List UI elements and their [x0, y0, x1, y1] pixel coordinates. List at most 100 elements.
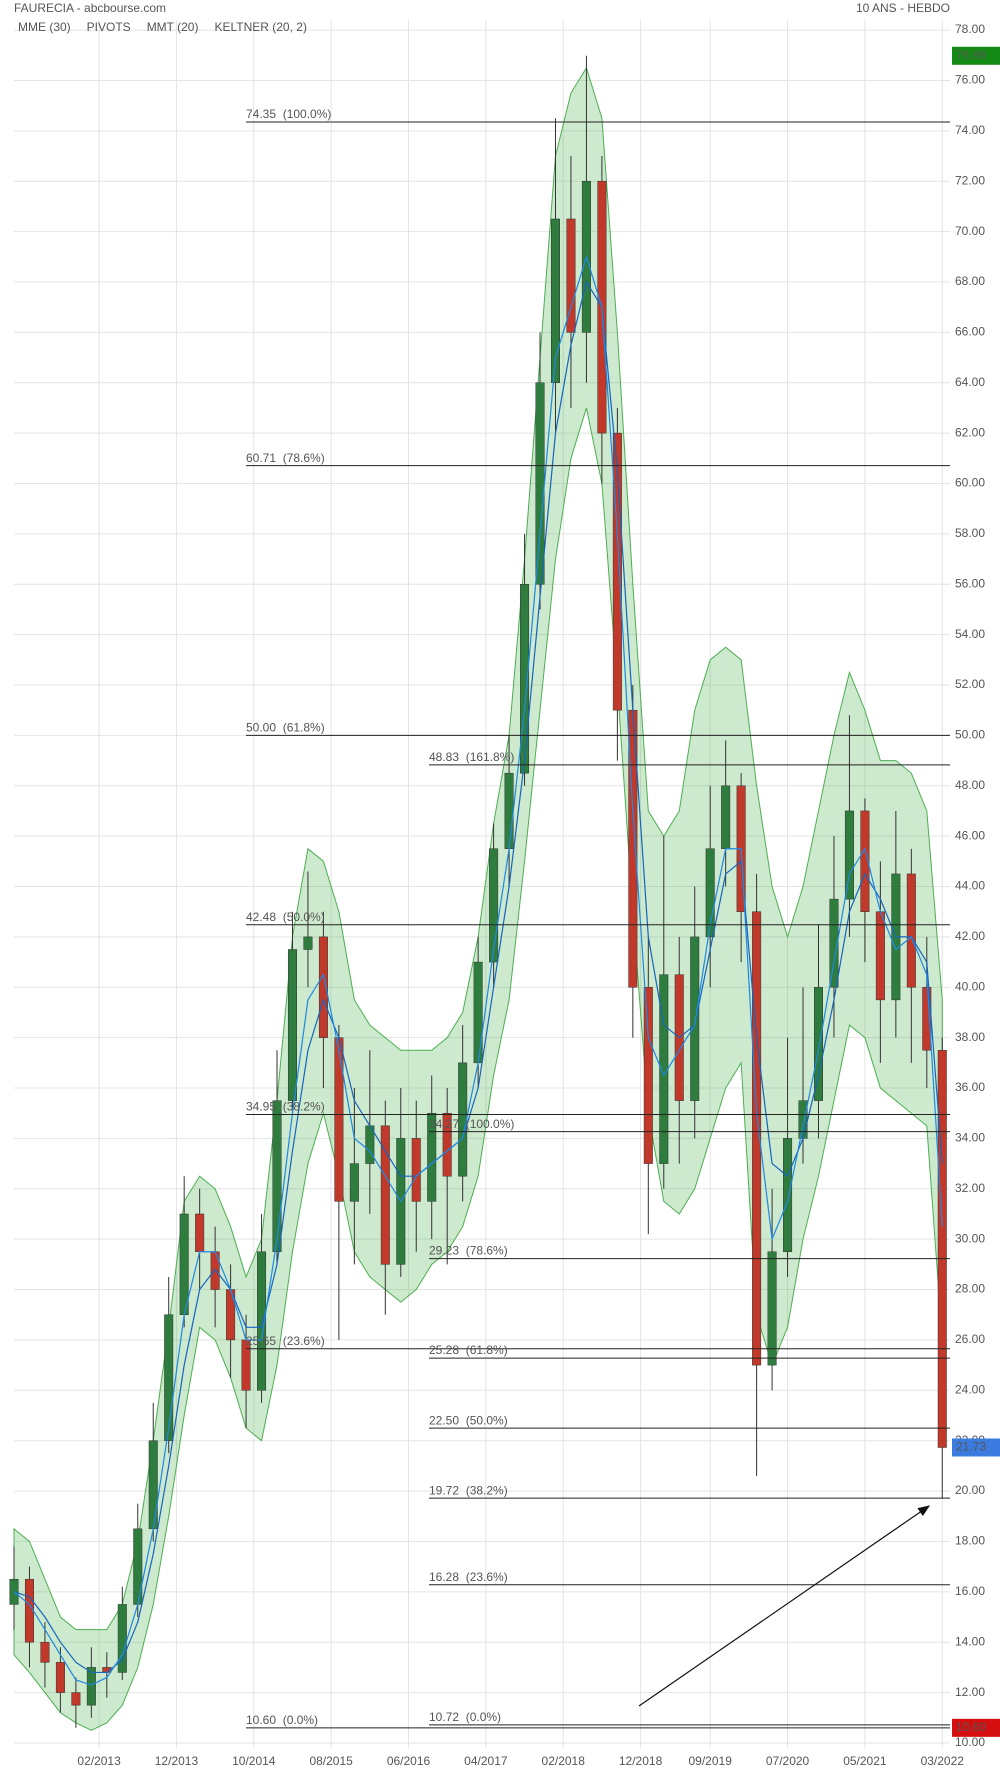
y-tick-label: 40.00 — [955, 979, 985, 993]
arrow-annotation — [638, 1505, 930, 1707]
candle-body — [783, 1138, 793, 1253]
fibonacci-label: 10.72 (0.0%) — [429, 1710, 501, 1724]
legend-entry: KELTNER (20, 2) — [214, 20, 306, 34]
x-tick-label: 02/2013 — [77, 1754, 121, 1768]
price-badge — [952, 1718, 1000, 1737]
y-tick-label: 30.00 — [955, 1231, 985, 1245]
y-tick-label: 28.00 — [955, 1282, 985, 1296]
candle-body — [721, 785, 731, 849]
y-tick-label: 68.00 — [955, 274, 985, 288]
chart-title: FAURECIA - abcbourse.com — [14, 1, 166, 15]
y-tick-label: 72.00 — [955, 173, 985, 187]
y-tick-label: 36.00 — [955, 1080, 985, 1094]
y-tick-label: 52.00 — [955, 677, 985, 691]
x-tick-label: 12/2013 — [155, 1754, 199, 1768]
x-tick-label: 03/2022 — [921, 1754, 965, 1768]
y-tick-label: 14.00 — [955, 1634, 985, 1648]
fibonacci-label: 25.65 (23.6%) — [246, 1334, 325, 1348]
x-tick-label: 06/2016 — [387, 1754, 431, 1768]
candle-body — [798, 1100, 808, 1139]
y-tick-label: 10.00 — [955, 1735, 985, 1749]
candle-body — [287, 949, 297, 1101]
candle-body — [55, 1662, 65, 1693]
y-tick-label: 38.00 — [955, 1030, 985, 1044]
y-tick-label: 74.00 — [955, 123, 985, 137]
y-tick-label: 48.00 — [955, 778, 985, 792]
candle-body — [442, 1112, 452, 1177]
candle-body — [272, 1100, 282, 1253]
candle-body — [318, 936, 328, 1038]
y-tick-label: 62.00 — [955, 425, 985, 439]
fibonacci-label: 50.00 (61.8%) — [246, 721, 325, 735]
fibonacci-label: 60.71 (78.6%) — [246, 451, 325, 465]
chart-subtitle: 10 ANS - HEBDO — [856, 1, 950, 15]
candle-body — [40, 1641, 50, 1663]
candle-body — [427, 1112, 437, 1202]
y-tick-label: 12.00 — [955, 1685, 985, 1699]
price-badge — [952, 1438, 1000, 1457]
candle-body — [566, 218, 576, 333]
candle-body — [860, 810, 870, 912]
candle-body — [303, 936, 313, 950]
candle-body — [195, 1213, 205, 1253]
x-tick-label: 04/2017 — [464, 1754, 508, 1768]
candle-body — [844, 810, 854, 900]
y-tick-label: 60.00 — [955, 476, 985, 490]
fibonacci-label: 34.27 (100.0%) — [429, 1117, 514, 1131]
line-layer — [13, 254, 943, 1686]
price-badge-label: 76.98 — [956, 48, 986, 62]
candle-layer — [9, 55, 947, 1728]
candle-body — [411, 1138, 421, 1202]
y-tick-label: 64.00 — [955, 375, 985, 389]
candle-body — [24, 1578, 34, 1643]
y-tick-label: 50.00 — [955, 728, 985, 742]
candle-body — [349, 1163, 359, 1202]
moving-average-line — [13, 280, 943, 1674]
candle-body — [380, 1125, 390, 1265]
fibonacci-layer: 74.35 (100.0%) 60.71 (78.6%) 50.00 (61.8%)… — [246, 107, 950, 1729]
y-tick-label: 78.00 — [955, 22, 985, 36]
candle-body — [705, 848, 715, 938]
candle-body — [767, 1251, 777, 1366]
candle-body — [133, 1528, 143, 1605]
text-layer: FAURECIA - abcbourse.com 10 ANS - HEBDO … — [14, 1, 1000, 1768]
candle-body — [257, 1251, 267, 1391]
fibonacci-label: 22.50 (50.0%) — [429, 1413, 508, 1427]
fibonacci-label: 25.28 (61.8%) — [429, 1343, 508, 1357]
y-tick-label: 46.00 — [955, 828, 985, 842]
candle-body — [520, 583, 530, 774]
y-tick-label: 44.00 — [955, 879, 985, 893]
candle-body — [752, 911, 762, 1366]
candle-body — [117, 1604, 127, 1673]
candle-body — [504, 772, 514, 849]
candle-body — [937, 1050, 947, 1448]
candle-body — [690, 936, 700, 1101]
y-tick-label: 66.00 — [955, 325, 985, 339]
x-tick-label: 07/2020 — [766, 1754, 810, 1768]
fibonacci-label: 10.60 (0.0%) — [246, 1713, 318, 1727]
fibonacci-label: 34.95 (38.2%) — [246, 1100, 325, 1114]
price-badge-label: 21.73 — [956, 1440, 986, 1454]
fibonacci-label: 42.48 (50.0%) — [246, 910, 325, 924]
fibonacci-label: 19.72 (38.2%) — [429, 1483, 508, 1497]
y-tick-label: 70.00 — [955, 224, 985, 238]
candle-body — [906, 873, 916, 988]
x-tick-label: 10/2014 — [232, 1754, 276, 1768]
y-tick-label: 32.00 — [955, 1181, 985, 1195]
candle-body — [473, 961, 483, 1064]
candle-body — [179, 1213, 189, 1315]
candle-body — [535, 382, 545, 585]
legend-entry: MMT (20) — [147, 20, 199, 34]
legend-entry: MME (30) — [18, 20, 71, 34]
legend-entry: PIVOTS — [87, 20, 131, 34]
candle-body — [164, 1314, 174, 1441]
x-tick-label: 08/2015 — [309, 1754, 353, 1768]
y-tick-label: 26.00 — [955, 1332, 985, 1346]
candle-body — [86, 1667, 96, 1706]
candle-body — [643, 987, 653, 1164]
candle-body — [334, 1037, 344, 1202]
y-tick-label: 18.00 — [955, 1534, 985, 1548]
candle-body — [148, 1440, 158, 1530]
fibonacci-label: 29.23 (78.6%) — [429, 1244, 508, 1258]
